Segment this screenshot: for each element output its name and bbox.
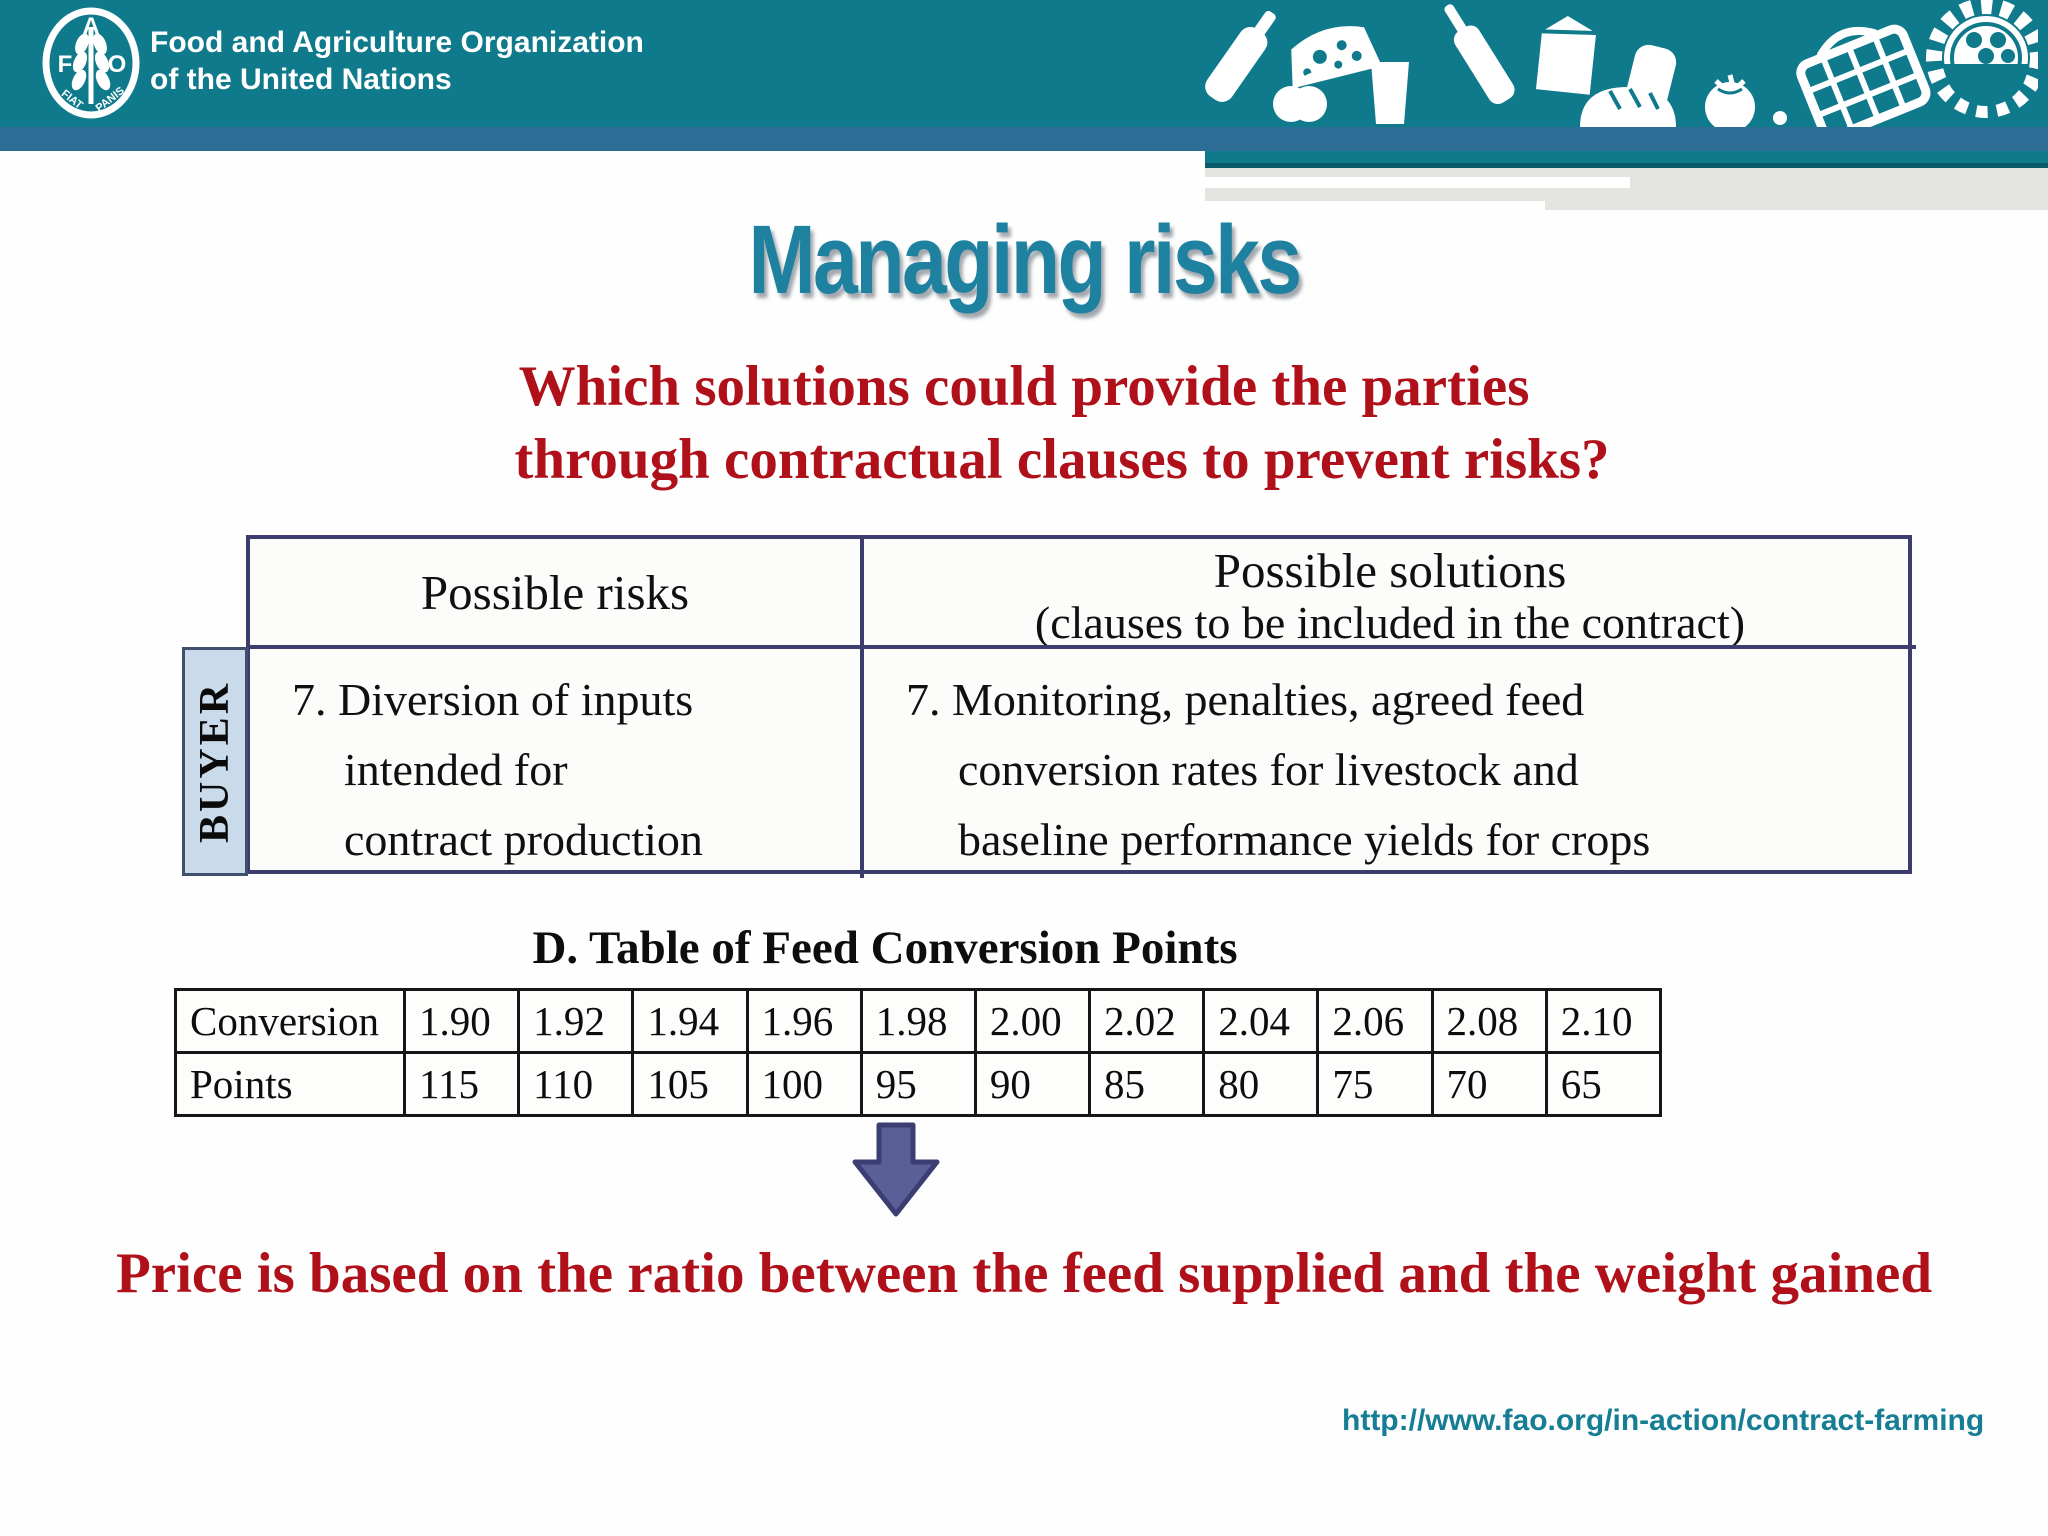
org-name-line1: Food and Agriculture Organization <box>150 26 644 59</box>
accent-tail-gray <box>1545 201 2048 210</box>
conversion-value-cell: 1.92 <box>517 988 635 1054</box>
conversion-value-cell: 2.04 <box>1202 988 1320 1054</box>
risk-text-line: contract production <box>344 814 703 865</box>
risks-header-cell: Possible risks <box>250 539 864 649</box>
svg-text:O: O <box>108 51 127 78</box>
points-value-cell: 110 <box>517 1051 635 1117</box>
points-value-cell: 100 <box>745 1051 863 1117</box>
accent-stripe-white <box>1205 177 1630 188</box>
conversion-value-cell: 2.06 <box>1316 988 1434 1054</box>
solutions-header-line2: (clauses to be included in the contract) <box>1034 597 1746 648</box>
svg-text:A: A <box>82 13 99 40</box>
points-value-cell: 105 <box>631 1051 749 1117</box>
subtitle-line2: through contractual clauses to prevent r… <box>514 428 1610 491</box>
glass-icon <box>1371 62 1409 124</box>
solution-text-line: baseline performance yields for crops <box>958 814 1651 865</box>
conversion-value-cell: 2.08 <box>1430 988 1548 1054</box>
points-row-label: Points <box>174 1051 406 1117</box>
risk-text-line: intended for <box>344 744 568 795</box>
conversion-row-label: Conversion <box>174 988 406 1054</box>
conversion-value-cell: 1.98 <box>859 988 977 1054</box>
footer-url-link[interactable]: http://www.fao.org/in-action/contract-fa… <box>1342 1404 1985 1437</box>
fao-logo-icon: A F O FIAT PANIS <box>42 7 140 119</box>
price-note: Price is based on the ratio between the … <box>115 1242 1933 1305</box>
conversion-value-cell: 2.02 <box>1088 988 1206 1054</box>
solution-text-line: conversion rates for livestock and <box>958 744 1579 795</box>
buyer-row-label: BUYER <box>182 647 248 876</box>
bottle-icon <box>1205 10 1276 102</box>
conversion-value-cell: 2.10 <box>1544 988 1663 1054</box>
tomato-icon <box>1705 74 1755 132</box>
accent-bar-blue <box>0 127 2048 151</box>
feed-conversion-heading: D. Table of Feed Conversion Points <box>532 922 1238 974</box>
points-value-cell: 80 <box>1202 1051 1320 1117</box>
org-name-line2: of the United Nations <box>150 63 452 96</box>
points-value-cell: 90 <box>973 1051 1092 1117</box>
risk-text-line: 7. Diversion of inputs <box>292 674 694 725</box>
page-title: Managing risks <box>0 204 2048 316</box>
feed-conversion-table: Conversion 1.90 1.92 1.94 1.96 1.98 2.00 2.02 2… <box>174 988 1663 1117</box>
fao-logo: A F O FIAT PANIS <box>40 6 142 126</box>
conversion-value-cell: 1.96 <box>745 988 863 1054</box>
down-arrow-icon <box>846 1122 946 1225</box>
risk-solutions-table: Possible risks Possible solutions (claus… <box>246 535 1916 878</box>
points-value-cell: 115 <box>402 1051 521 1117</box>
basket-icon <box>1796 24 1931 142</box>
solution-body-cell: 7. Monitoring, penalties, agreed feed con… <box>864 649 1916 878</box>
cheese-icon <box>1291 26 1382 89</box>
dot-icon <box>1773 111 1787 125</box>
bread-icon <box>1580 87 1676 127</box>
gear-icon <box>1926 0 2046 118</box>
points-value-cell: 65 <box>1544 1051 1663 1117</box>
milk-carton-icon <box>1535 15 1597 95</box>
risk-body-cell: 7. Diversion of inputs intended for contra… <box>250 649 864 878</box>
subtitle-line1: Which solutions could provide the partie… <box>518 355 1530 418</box>
wine-bottle-icon <box>1444 4 1515 105</box>
page-title-text: Managing risks <box>748 205 1302 314</box>
conversion-value-cell: 1.90 <box>402 988 521 1054</box>
conversion-value-cell: 1.94 <box>631 988 749 1054</box>
apple-icon <box>1273 72 1327 122</box>
conversion-row: Conversion 1.90 1.92 1.94 1.96 1.98 2.00 2.02 2… <box>174 988 1663 1054</box>
subtitle: Which solutions could provide the partie… <box>0 350 2048 496</box>
solutions-header-line1: Possible solutions <box>1213 543 1567 598</box>
points-value-cell: 75 <box>1316 1051 1434 1117</box>
org-name: Food and Agriculture Organization of the… <box>150 24 644 98</box>
conversion-value-cell: 2.00 <box>973 988 1092 1054</box>
svg-text:F: F <box>58 51 73 78</box>
accent-tab-teal <box>1205 151 2048 168</box>
food-icons <box>1088 0 2046 142</box>
points-value-cell: 95 <box>859 1051 977 1117</box>
solution-text-line: 7. Monitoring, penalties, agreed feed <box>906 674 1585 725</box>
points-value-cell: 70 <box>1430 1051 1548 1117</box>
solutions-header-cell: Possible solutions (clauses to be includ… <box>864 539 1916 649</box>
points-row: Points 115 110 105 100 95 90 85 80 75 70 65 <box>174 1051 1663 1117</box>
points-value-cell: 85 <box>1088 1051 1206 1117</box>
